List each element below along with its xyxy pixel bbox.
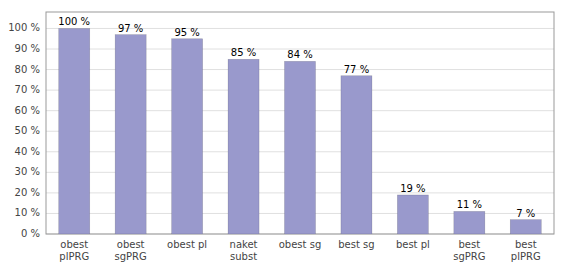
y-tick-label: 50 % [15, 125, 40, 136]
bar [341, 76, 372, 234]
data-label: 84 % [287, 49, 312, 60]
x-tick-label: bestplPRG [511, 239, 541, 262]
y-tick-label: 10 % [15, 207, 40, 218]
x-tick-label: naketsubst [230, 239, 258, 262]
y-tick-label: 90 % [15, 43, 40, 54]
data-label: 11 % [457, 199, 482, 210]
bar [172, 39, 203, 234]
bar [397, 195, 428, 234]
plot-frame [46, 12, 554, 234]
data-label: 7 % [516, 208, 535, 219]
bar [454, 211, 485, 234]
data-label: 100 % [58, 16, 90, 27]
y-tick-label: 70 % [15, 84, 40, 95]
y-tick-label: 30 % [15, 166, 40, 177]
chart-container: 0 % 10 % 20 % 30 % 40 % 50 % 60 % 70 % 80 % 90 % 1… [0, 0, 564, 272]
y-tick-label: 40 % [15, 146, 40, 157]
x-tick-label: bestsgPRG [453, 239, 485, 262]
data-label: 95 % [174, 27, 199, 38]
bars [59, 28, 542, 234]
y-tick-label: 20 % [15, 187, 40, 198]
y-tick-label: 0 % [21, 228, 40, 239]
grid [46, 28, 554, 234]
x-tick-label: best sg [338, 239, 374, 250]
bar [284, 61, 315, 234]
bar [510, 220, 541, 234]
bar [115, 35, 146, 234]
x-tick-label: obestplPRG [59, 239, 89, 262]
x-tick-label: obest pl [167, 239, 207, 250]
bar [59, 28, 90, 234]
data-label: 97 % [118, 23, 143, 34]
data-label: 19 % [400, 183, 425, 194]
data-label: 85 % [231, 47, 256, 58]
y-tick-label: 60 % [15, 105, 40, 116]
x-axis: obestplPRG obestsgPRG obest pl naketsubst ob… [59, 239, 540, 262]
data-label: 77 % [344, 64, 369, 75]
chart-svg: 0 % 10 % 20 % 30 % 40 % 50 % 60 % 70 % 80 % 90 % 1… [0, 0, 564, 272]
x-tick-label: obestsgPRG [115, 239, 147, 262]
bar [228, 59, 259, 234]
x-tick-label: obest sg [279, 239, 322, 250]
y-axis: 0 % 10 % 20 % 30 % 40 % 50 % 60 % 70 % 80 % 90 % 1… [8, 22, 40, 239]
y-tick-label: 100 % [8, 22, 40, 33]
y-tick-label: 80 % [15, 64, 40, 75]
data-labels: 100 % 97 % 95 % 85 % 84 % 77 % 19 % 11 % 7 % [58, 16, 535, 218]
x-tick-label: best pl [396, 239, 430, 250]
